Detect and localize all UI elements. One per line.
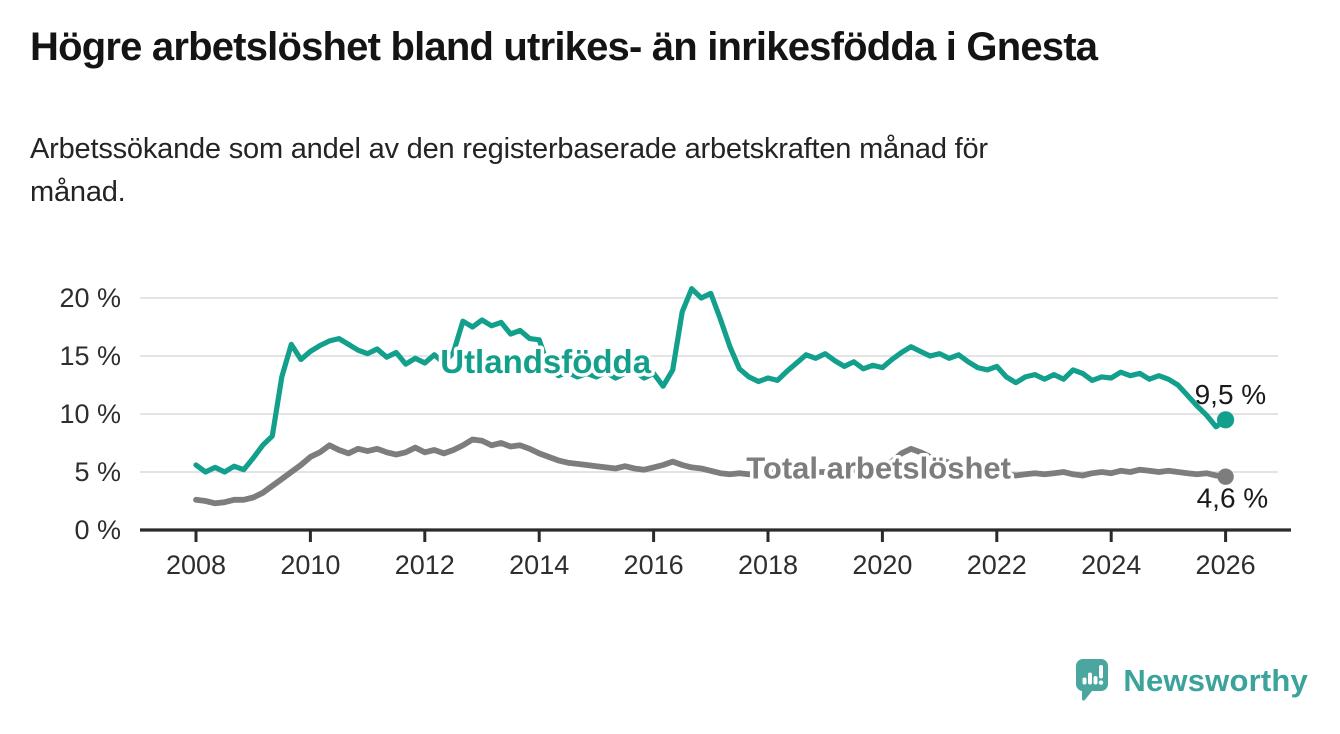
newsworthy-logo: Newsworthy: [1075, 658, 1308, 704]
x-tick-label: 2008: [166, 550, 226, 580]
newsworthy-logo-icon: [1076, 659, 1109, 701]
end-dot-utlandsfodda: [1217, 411, 1235, 429]
page-subtitle-line-1: Arbetssökande som andel av den registerb…: [30, 133, 988, 165]
y-tick-label: 15 %: [59, 341, 121, 371]
series-line-total-arbetsloshet: [193, 436, 1229, 507]
y-tick-label: 5 %: [74, 457, 121, 487]
newsworthy-logo-text: Newsworthy: [1123, 663, 1308, 698]
y-tick-label: 20 %: [59, 283, 121, 313]
end-value-label-utlandsfodda: 9,5 %: [1195, 379, 1267, 410]
series-label-total-arbetsloshet: Total arbetslöshet: [746, 450, 1011, 485]
x-tick-label: 2016: [624, 550, 684, 580]
x-tick-label: 2024: [1081, 550, 1141, 580]
x-tick-label: 2010: [280, 550, 340, 580]
x-tick-label: 2022: [967, 550, 1027, 580]
page-subtitle: Arbetssökande som andel av den registerb…: [30, 128, 1230, 214]
series-label-utlandsfodda: Utlandsfödda: [440, 343, 651, 380]
x-tick-label: 2018: [738, 550, 798, 580]
end-value-label-total-arbetsloshet: 4,6 %: [1197, 483, 1269, 514]
y-tick-label: 0 %: [74, 515, 121, 545]
page-subtitle-line-2: månad.: [30, 176, 126, 208]
x-tick-label: 2020: [852, 550, 912, 580]
y-tick-label: 10 %: [59, 399, 121, 429]
x-tick-label: 2026: [1196, 550, 1256, 580]
end-dot-total-arbetsloshet: [1217, 468, 1234, 485]
page-title: Högre arbetslöshet bland utrikes- än inr…: [30, 25, 1098, 69]
x-tick-label: 2014: [509, 550, 569, 580]
series-line-utlandsfodda: [193, 286, 1229, 475]
x-tick-label: 2012: [395, 550, 455, 580]
